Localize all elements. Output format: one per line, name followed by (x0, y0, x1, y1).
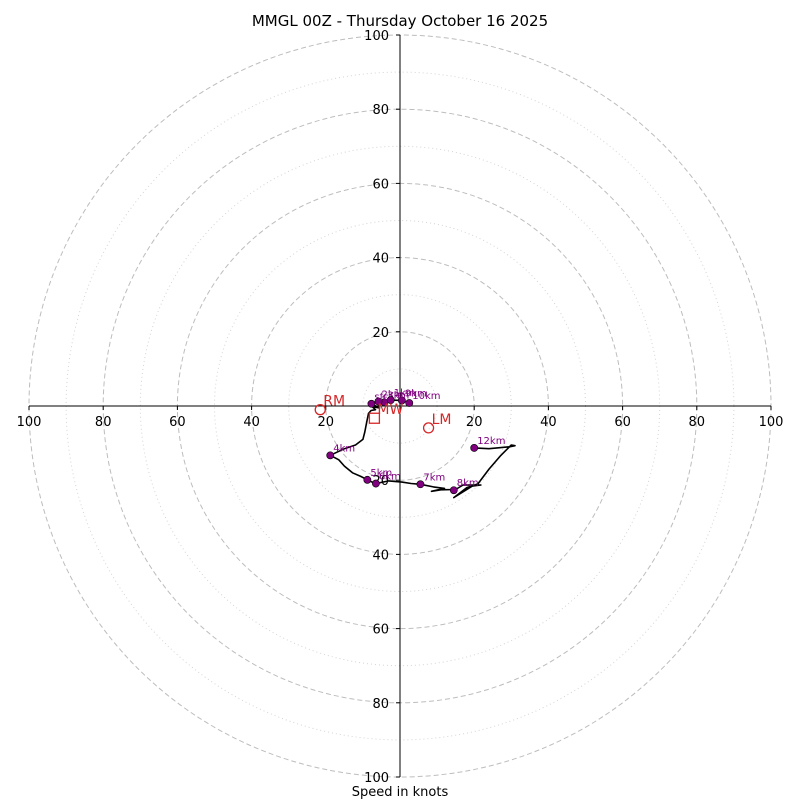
y-tick-label: 40 (372, 252, 389, 267)
x-tick-label: 60 (614, 415, 631, 430)
height-marker-6km (371, 479, 380, 488)
storm-motion-marker-LM (422, 422, 435, 434)
height-marker-12km (470, 444, 479, 452)
y-tick-label: 20 (372, 326, 389, 341)
x-tick-label: 100 (17, 415, 42, 430)
storm-motion-label-MW: MW (377, 402, 403, 418)
height-label-sfc: sfc (374, 392, 388, 403)
storm-motion-label-RM: RM (323, 394, 345, 410)
height-label-12km: 12km (477, 436, 505, 447)
height-label-3km: 3km (387, 390, 409, 401)
x-tick-label: 20 (318, 415, 335, 430)
y-tick-label: 40 (372, 548, 389, 563)
height-marker-8km (449, 486, 458, 495)
height-label-5km: 5km (370, 468, 392, 479)
x-tick-label: 80 (689, 415, 706, 430)
storm-motion-markers: RM MW LM (314, 394, 452, 434)
x-tick-label: 40 (243, 415, 260, 430)
x-tick-label: 80 (95, 415, 112, 430)
storm-motion-label-LM: LM (432, 412, 452, 428)
height-label-6km: 6km (379, 472, 401, 483)
height-marker-1km (386, 396, 395, 404)
x-tick-label: 40 (540, 415, 557, 430)
height-marker-10km (405, 399, 414, 407)
height-label-7km: 7km (423, 472, 445, 483)
height-marker-2km (374, 397, 383, 406)
height-label-8km: 8km (457, 478, 479, 489)
height-marker-5km (363, 475, 372, 484)
tick-labels: 100 80 60 40 20 20 40 60 80 100100806040202040608… (17, 29, 784, 786)
axes (29, 35, 771, 777)
height-label-1km: 1km (394, 388, 416, 399)
height-label-4km: 4km (333, 443, 355, 454)
height-marker-7km (416, 480, 425, 489)
x-tick-label: 60 (169, 415, 186, 430)
y-tick-label: 60 (372, 623, 389, 638)
y-tick-label: 80 (372, 103, 389, 118)
height-marker-4km (326, 451, 335, 460)
height-marker-sfc (367, 399, 376, 408)
x-tick-label: 100 (759, 415, 784, 430)
x-axis-label: Speed in knots (352, 785, 449, 800)
y-tick-label: 80 (372, 697, 389, 712)
height-label-2km: 2km (381, 390, 403, 401)
height-marker-9km (397, 396, 406, 405)
x-tick-label: 20 (466, 415, 483, 430)
height-label-10km: 10km (412, 391, 440, 402)
chart-title: MMGL 00Z - Thursday October 16 2025 (252, 12, 548, 30)
y-tick-label: 100 (364, 29, 389, 44)
storm-motion-marker-MW (368, 412, 381, 424)
y-tick-label: 60 (372, 177, 389, 192)
y-tick-label: 100 (364, 771, 389, 786)
height-label-9km: 9km (405, 388, 427, 399)
storm-motion-marker-RM (314, 404, 326, 416)
